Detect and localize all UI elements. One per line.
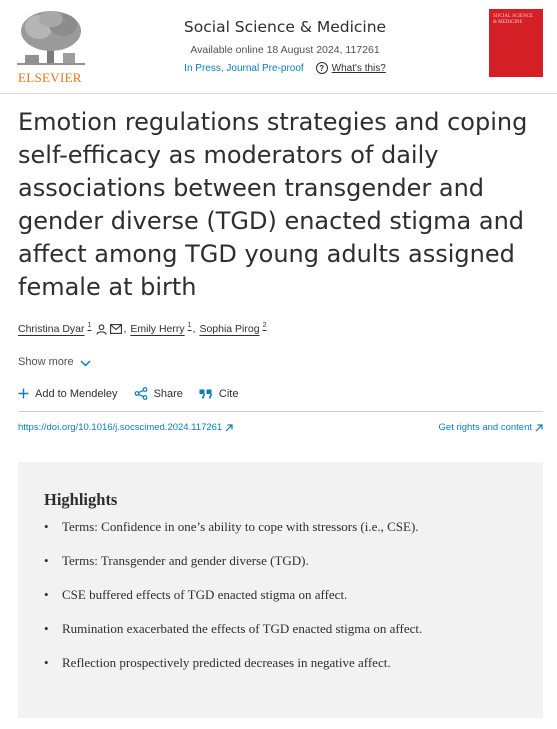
available-online-date: Available online 18 August 2024, 117261 bbox=[190, 44, 380, 56]
highlight-text: Terms: Confidence in one’s ability to co… bbox=[62, 519, 419, 534]
author-separator: , bbox=[192, 323, 196, 335]
highlights-list: • Terms: Confidence in one’s ability to c… bbox=[44, 519, 524, 689]
show-more-button[interactable]: Show more bbox=[18, 356, 91, 368]
publisher-wordmark: ELSEVIER bbox=[18, 70, 82, 85]
chevron-down-icon bbox=[80, 359, 91, 367]
highlights-heading: Highlights bbox=[44, 490, 118, 509]
header-divider bbox=[0, 93, 557, 94]
person-icon bbox=[96, 323, 107, 335]
quote-icon bbox=[199, 389, 213, 399]
bullet: • bbox=[44, 553, 49, 568]
author-sophia-pirog[interactable]: Sophia Pirog 2 bbox=[199, 321, 267, 336]
bullet: • bbox=[44, 587, 49, 602]
share-button[interactable]: Share bbox=[134, 387, 183, 400]
bullet: • bbox=[44, 621, 49, 636]
status-row: In Press, Journal Pre-proof ? What's thi… bbox=[150, 62, 420, 74]
affiliation-marker: 1 bbox=[187, 321, 192, 329]
author-list: Christina Dyar 1 , Emily Herry 1 , Sophia … bbox=[18, 321, 267, 336]
highlight-text: Reflection prospectively predicted decre… bbox=[62, 655, 391, 670]
author-name: Sophia Pirog bbox=[199, 323, 260, 335]
external-link-icon bbox=[225, 423, 233, 431]
author-name: Christina Dyar bbox=[18, 323, 85, 335]
journal-info: Social Science & Medicine Available onli… bbox=[150, 18, 420, 74]
bullet: • bbox=[44, 519, 49, 534]
rights-text: Get rights and content bbox=[438, 422, 532, 433]
highlights-box: Highlights • Terms: Confidence in one’s a… bbox=[18, 462, 543, 718]
bullet: • bbox=[44, 655, 49, 670]
doi-row: https://doi.org/10.1016/j.socscimed.2024… bbox=[18, 422, 543, 433]
rights-link[interactable]: Get rights and content bbox=[439, 422, 543, 433]
author-name: Emily Herry bbox=[130, 323, 185, 335]
author-christina-dyar[interactable]: Christina Dyar 1 bbox=[18, 321, 123, 335]
whats-this-link[interactable]: ? What's this? bbox=[315, 62, 386, 74]
elsevier-logo[interactable]: ELSEVIER bbox=[17, 9, 85, 85]
journal-cover-image[interactable]: SOCIAL SCIENCE & MEDICINE bbox=[489, 9, 543, 77]
author-separator: , bbox=[123, 323, 127, 335]
highlight-item: • Terms: Confidence in one’s ability to c… bbox=[44, 519, 524, 553]
highlight-text: Rumination exacerbated the effects of TG… bbox=[62, 621, 423, 636]
tree-logo-icon bbox=[17, 11, 85, 65]
show-more-label: Show more bbox=[18, 356, 74, 368]
journal-title[interactable]: Social Science & Medicine bbox=[183, 18, 387, 36]
cite-label: Cite bbox=[218, 387, 239, 400]
highlight-text: Terms: Transgender and gender diverse (T… bbox=[62, 553, 309, 568]
highlight-text: CSE buffered effects of TGD enacted stig… bbox=[62, 587, 348, 602]
in-press-link[interactable]: In Press, Journal Pre-proof bbox=[184, 62, 304, 74]
affiliation-marker: 1 bbox=[87, 321, 92, 329]
whats-this-label: What's this? bbox=[331, 62, 386, 74]
highlight-item: • CSE buffered effects of TGD enacted sti… bbox=[44, 587, 524, 621]
highlight-item: • Terms: Transgender and gender diverse (… bbox=[44, 553, 524, 587]
question-circle-icon: ? bbox=[315, 62, 328, 74]
plus-icon bbox=[18, 388, 29, 399]
doi-link[interactable]: https://doi.org/10.1016/j.socscimed.2024… bbox=[18, 422, 233, 433]
mendeley-label: Add to Mendeley bbox=[35, 387, 118, 400]
journal-header: ELSEVIER Social Science & Medicine Avail… bbox=[0, 0, 557, 92]
affiliation-marker: 2 bbox=[262, 321, 267, 329]
article-actions: Add to Mendeley Share Cite bbox=[18, 387, 254, 400]
author-emily-herry[interactable]: Emily Herry 1 bbox=[130, 321, 192, 336]
share-icon bbox=[134, 387, 147, 400]
doi-text: https://doi.org/10.1016/j.socscimed.2024… bbox=[18, 422, 223, 433]
author-icons bbox=[96, 323, 123, 335]
external-link-icon bbox=[535, 423, 543, 431]
cite-button[interactable]: Cite bbox=[199, 387, 239, 400]
highlight-item: • Rumination exacerbated the effects of T… bbox=[44, 621, 524, 655]
article-title: Emotion regulations strategies and copin… bbox=[18, 108, 528, 301]
cover-title: SOCIAL SCIENCE & MEDICINE bbox=[493, 14, 533, 25]
highlight-item: • Reflection prospectively predicted decr… bbox=[44, 655, 524, 689]
add-to-mendeley-button[interactable]: Add to Mendeley bbox=[18, 388, 118, 400]
actions-divider bbox=[18, 411, 543, 412]
email-icon bbox=[110, 324, 123, 334]
share-label: Share bbox=[153, 387, 183, 400]
